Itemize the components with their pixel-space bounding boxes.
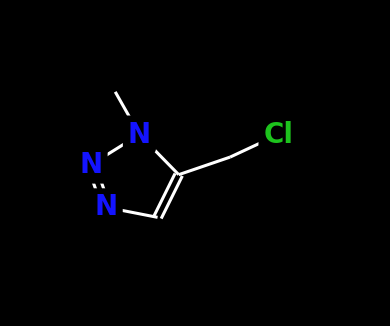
Text: N: N	[95, 193, 118, 221]
Text: Cl: Cl	[264, 121, 293, 149]
Text: N: N	[80, 151, 103, 179]
Text: N: N	[128, 121, 151, 149]
